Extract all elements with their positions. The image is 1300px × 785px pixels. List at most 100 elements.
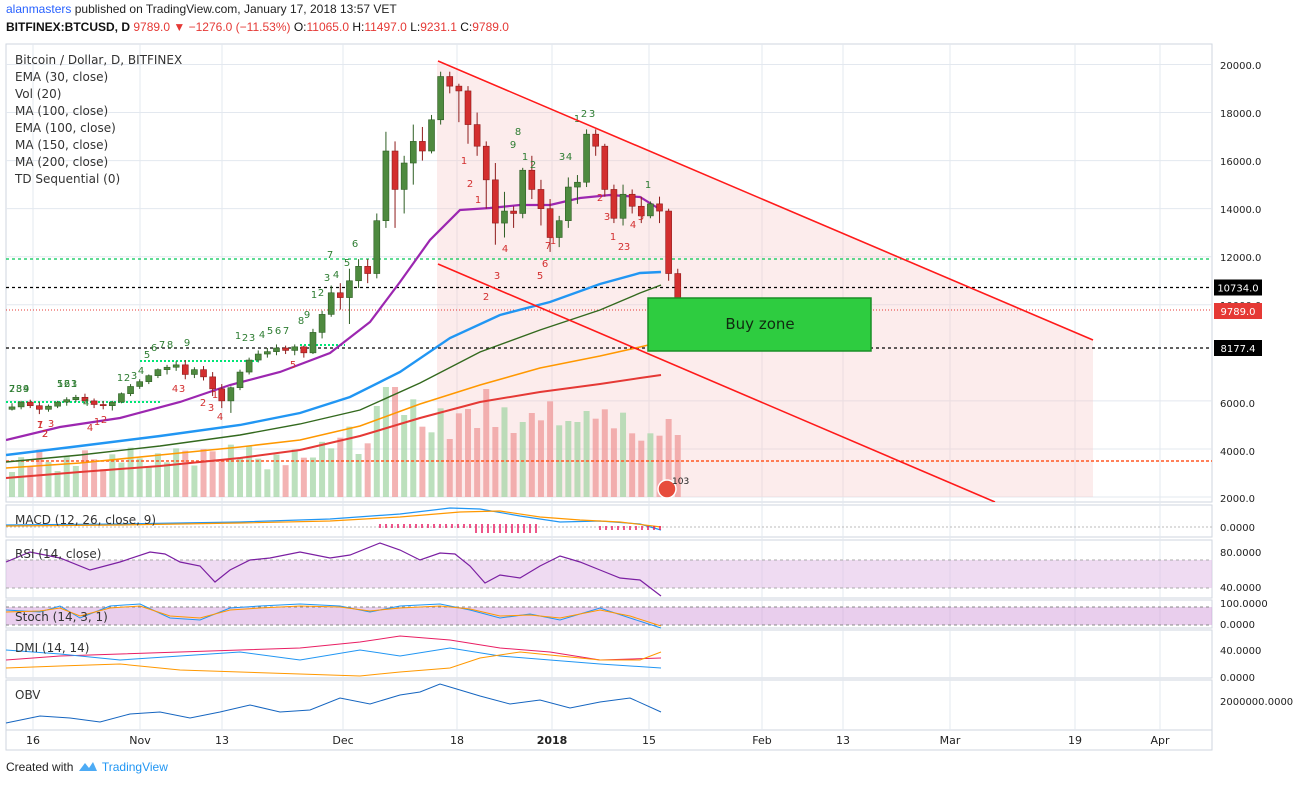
td-up-count: 2	[9, 384, 15, 395]
candle-body	[574, 181, 581, 188]
td-down-count: 2	[618, 242, 624, 253]
volume-bar	[145, 467, 152, 497]
volume-bar	[428, 432, 435, 497]
td-down-count: 4	[87, 423, 93, 434]
candle-body	[90, 400, 98, 405]
ma200-line	[6, 374, 662, 479]
candle-body	[601, 145, 609, 190]
y-tick-label: 12000.0	[1220, 253, 1261, 264]
candle-body	[245, 359, 253, 373]
author-link[interactable]: alanmasters	[6, 2, 72, 16]
stoch-band	[6, 607, 1212, 625]
close-value: 9789.0	[472, 20, 509, 34]
td-up-count: 8	[515, 127, 521, 138]
obv-pane[interactable]	[5, 679, 1213, 731]
x-tick-label: 13	[215, 734, 229, 747]
candle-body	[191, 369, 198, 375]
volume-bar	[392, 387, 399, 497]
candle-body	[665, 210, 672, 274]
main-pane[interactable]	[5, 43, 1213, 503]
candle-body	[373, 220, 381, 274]
candle-body	[464, 90, 472, 125]
volume-bar	[665, 419, 672, 497]
volume-bar	[264, 469, 271, 497]
candle-body	[391, 150, 399, 190]
volume-bar	[382, 387, 389, 497]
volume-bar	[109, 454, 116, 497]
macd-pane[interactable]	[5, 504, 1213, 538]
price-badge	[1214, 303, 1262, 319]
pane-label: OBV	[15, 688, 41, 702]
candle-body	[482, 145, 490, 181]
td-up-count: 3	[16, 384, 22, 395]
candle-body	[145, 375, 153, 382]
td-up-count: 2	[124, 373, 130, 384]
td-down-count: 1	[212, 390, 218, 401]
td-up-count: 3	[71, 379, 77, 390]
volume-bar	[218, 460, 225, 497]
volume-bar	[282, 465, 289, 497]
legend-item: EMA (100, close)	[15, 121, 116, 135]
tradingview-link[interactable]: TradingView	[101, 760, 168, 774]
channel-shading	[437, 62, 1093, 497]
candle-body	[309, 332, 317, 354]
td-up-count: 1	[117, 373, 123, 384]
td-down-count: 5	[638, 212, 644, 223]
published-text: published on TradingView.com, January 17…	[74, 2, 397, 16]
candle-body	[492, 179, 499, 224]
candle-body	[181, 364, 189, 375]
candle-body	[154, 369, 162, 376]
td-up-count: 2	[318, 288, 324, 299]
tradingview-cloud-icon	[77, 760, 99, 775]
volume-bar	[656, 435, 663, 497]
y-tick-label: 20000.0	[1220, 61, 1261, 72]
descending-channel[interactable]	[437, 60, 1094, 502]
ohlc-bar: BITFINEX:BTCUSD, D 9789.0 ▼ −1276.0 (−11…	[6, 20, 509, 34]
candle-body	[455, 85, 463, 92]
td-up-count: 7	[159, 340, 165, 351]
sub-y-tick-label: 0.0000	[1220, 523, 1255, 534]
price-change: −1276.0 (−11.53%)	[188, 20, 291, 34]
candle-body	[136, 381, 143, 387]
candles	[8, 71, 682, 415]
td-down-count: 3	[48, 419, 54, 430]
candle-body	[127, 386, 134, 394]
candle-body	[318, 314, 326, 333]
buy-zone[interactable]: Buy zone	[647, 297, 872, 352]
pane-label: Stoch (14, 3, 1)	[15, 610, 108, 624]
stoch-pane[interactable]	[5, 599, 1213, 629]
time-axis[interactable]	[5, 729, 1213, 751]
candle-body	[227, 387, 235, 402]
volume-bar	[200, 449, 207, 497]
td-up-count: 7	[327, 250, 333, 261]
candle-body	[99, 404, 107, 406]
x-tick-label: Mar	[940, 734, 961, 747]
volume-bar	[510, 433, 517, 497]
dmi-pane[interactable]	[5, 629, 1213, 679]
volume-bar	[337, 437, 344, 497]
volume-bar	[373, 406, 380, 497]
earnings-event[interactable]: 103	[657, 477, 689, 499]
volume-bars	[9, 387, 681, 497]
candle-body	[382, 150, 390, 221]
candle-body	[592, 133, 599, 147]
pane-labels: MACD (12, 26, close, 9) RSI (14, close) St…	[15, 513, 156, 702]
td-down-count: 4	[502, 244, 508, 255]
grid-lines	[6, 44, 1212, 730]
td-up-count: 3	[131, 371, 137, 382]
candle-body	[109, 401, 116, 406]
candle-body	[610, 189, 618, 219]
volume-bar	[100, 469, 107, 497]
td-up-count: 9	[510, 140, 516, 151]
td-up-count: 3	[559, 152, 565, 163]
candle-body	[619, 193, 627, 219]
x-tick-label: 2018	[537, 734, 568, 747]
td-up-count: 6	[151, 343, 157, 354]
td-down-count: 3	[208, 403, 214, 414]
ma150-line	[6, 341, 662, 469]
volume-bar	[674, 435, 681, 497]
adx-line	[5, 635, 662, 661]
candle-body	[291, 346, 299, 351]
event-badge-count: 103	[672, 477, 689, 487]
